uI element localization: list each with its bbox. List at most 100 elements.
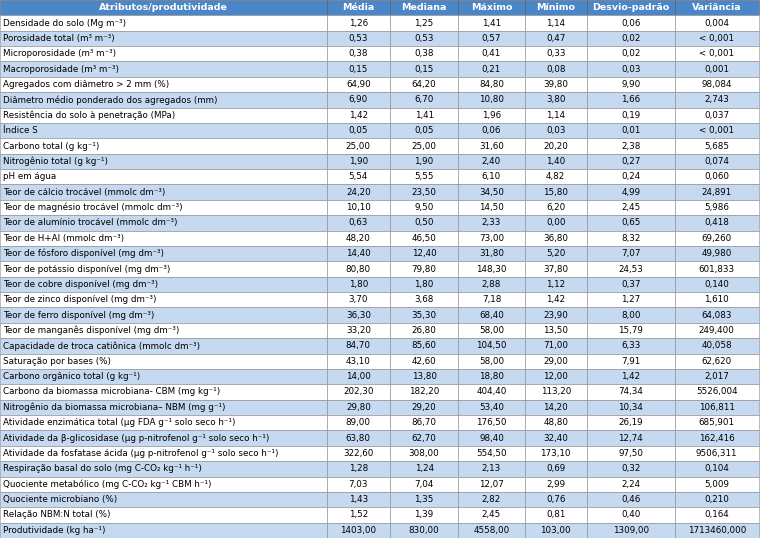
Text: 84,80: 84,80 xyxy=(479,80,504,89)
Bar xyxy=(587,522,675,538)
Text: 5526,004: 5526,004 xyxy=(696,387,738,397)
Text: 308,00: 308,00 xyxy=(409,449,440,458)
Text: 39,80: 39,80 xyxy=(543,80,568,89)
Bar xyxy=(0,0,327,16)
Bar xyxy=(0,92,327,108)
Bar xyxy=(675,0,759,16)
Text: 5,009: 5,009 xyxy=(704,480,729,489)
Bar xyxy=(327,46,390,61)
Text: Teor de magnésio trocável (mmolᴄ dm⁻³): Teor de magnésio trocável (mmolᴄ dm⁻³) xyxy=(3,203,183,213)
Bar xyxy=(458,123,525,138)
Bar xyxy=(587,277,675,292)
Bar xyxy=(327,200,390,215)
Bar xyxy=(390,31,458,46)
Bar xyxy=(458,31,525,46)
Text: 0,03: 0,03 xyxy=(546,126,566,135)
Bar xyxy=(327,353,390,369)
Bar xyxy=(458,369,525,384)
Text: Resistência do solo à penetração (MPa): Resistência do solo à penetração (MPa) xyxy=(3,110,176,120)
Text: 0,50: 0,50 xyxy=(414,218,434,228)
Bar xyxy=(525,522,587,538)
Bar xyxy=(0,231,327,246)
Text: 0,57: 0,57 xyxy=(481,34,502,43)
Text: 2,017: 2,017 xyxy=(704,372,729,381)
Text: Macroporosidade (m³ m⁻³): Macroporosidade (m³ m⁻³) xyxy=(3,65,119,74)
Bar xyxy=(327,77,390,92)
Bar xyxy=(390,169,458,185)
Text: 1,42: 1,42 xyxy=(349,111,368,120)
Bar xyxy=(525,92,587,108)
Text: 182,20: 182,20 xyxy=(409,387,440,397)
Text: 148,30: 148,30 xyxy=(476,265,507,273)
Text: 0,001: 0,001 xyxy=(704,65,729,74)
Text: 1,80: 1,80 xyxy=(348,280,368,289)
Bar xyxy=(458,92,525,108)
Bar xyxy=(587,446,675,461)
Text: 6,20: 6,20 xyxy=(546,203,565,212)
Bar xyxy=(390,215,458,231)
Bar xyxy=(587,0,675,16)
Bar xyxy=(0,307,327,323)
Text: 0,05: 0,05 xyxy=(348,126,368,135)
Text: 2,743: 2,743 xyxy=(704,95,729,104)
Text: 5,55: 5,55 xyxy=(414,172,434,181)
Bar xyxy=(390,492,458,507)
Text: 0,08: 0,08 xyxy=(546,65,566,74)
Text: 0,76: 0,76 xyxy=(546,495,566,504)
Bar xyxy=(458,400,525,415)
Bar xyxy=(327,307,390,323)
Bar xyxy=(0,169,327,185)
Text: 0,074: 0,074 xyxy=(704,157,729,166)
Bar xyxy=(587,138,675,154)
Text: 0,53: 0,53 xyxy=(348,34,368,43)
Bar xyxy=(525,200,587,215)
Text: 74,34: 74,34 xyxy=(618,387,643,397)
Bar xyxy=(525,338,587,353)
Bar xyxy=(458,461,525,477)
Text: 12,40: 12,40 xyxy=(412,249,437,258)
Text: 7,03: 7,03 xyxy=(348,480,368,489)
Bar xyxy=(525,415,587,430)
Bar xyxy=(327,0,390,16)
Text: Máximo: Máximo xyxy=(471,3,512,12)
Bar xyxy=(587,307,675,323)
Text: Índice S: Índice S xyxy=(3,126,38,135)
Bar xyxy=(327,138,390,154)
Bar xyxy=(458,277,525,292)
Text: 1,25: 1,25 xyxy=(415,18,433,27)
Bar xyxy=(587,215,675,231)
Bar xyxy=(0,369,327,384)
Text: 0,40: 0,40 xyxy=(621,511,641,520)
Bar xyxy=(587,415,675,430)
Bar xyxy=(458,384,525,400)
Bar xyxy=(525,0,587,16)
Bar xyxy=(327,61,390,77)
Text: Teor de zinco disponível (mg dm⁻³): Teor de zinco disponível (mg dm⁻³) xyxy=(3,295,156,305)
Text: 103,00: 103,00 xyxy=(540,526,571,535)
Bar xyxy=(0,246,327,261)
Text: 24,20: 24,20 xyxy=(346,188,371,197)
Bar xyxy=(390,369,458,384)
Bar xyxy=(0,138,327,154)
Text: 58,00: 58,00 xyxy=(479,326,504,335)
Bar xyxy=(525,108,587,123)
Text: 5,685: 5,685 xyxy=(704,141,729,151)
Bar xyxy=(390,430,458,446)
Bar xyxy=(327,292,390,307)
Bar xyxy=(587,169,675,185)
Text: 5,54: 5,54 xyxy=(348,172,368,181)
Bar xyxy=(587,338,675,353)
Text: Respiração basal do solo (mg C-CO₂ kg⁻¹ h⁻¹): Respiração basal do solo (mg C-CO₂ kg⁻¹ … xyxy=(3,464,202,473)
Bar xyxy=(390,415,458,430)
Text: 9,50: 9,50 xyxy=(414,203,434,212)
Text: 29,80: 29,80 xyxy=(346,403,371,412)
Text: 322,60: 322,60 xyxy=(343,449,374,458)
Text: Teor de cálcio trocável (mmolᴄ dm⁻³): Teor de cálcio trocável (mmolᴄ dm⁻³) xyxy=(3,188,166,197)
Text: Carbono total (g kg⁻¹): Carbono total (g kg⁻¹) xyxy=(3,141,100,151)
Text: 12,00: 12,00 xyxy=(543,372,568,381)
Text: 3,80: 3,80 xyxy=(546,95,566,104)
Bar xyxy=(0,46,327,61)
Bar xyxy=(525,61,587,77)
Text: 554,50: 554,50 xyxy=(476,449,507,458)
Text: 1,41: 1,41 xyxy=(482,18,501,27)
